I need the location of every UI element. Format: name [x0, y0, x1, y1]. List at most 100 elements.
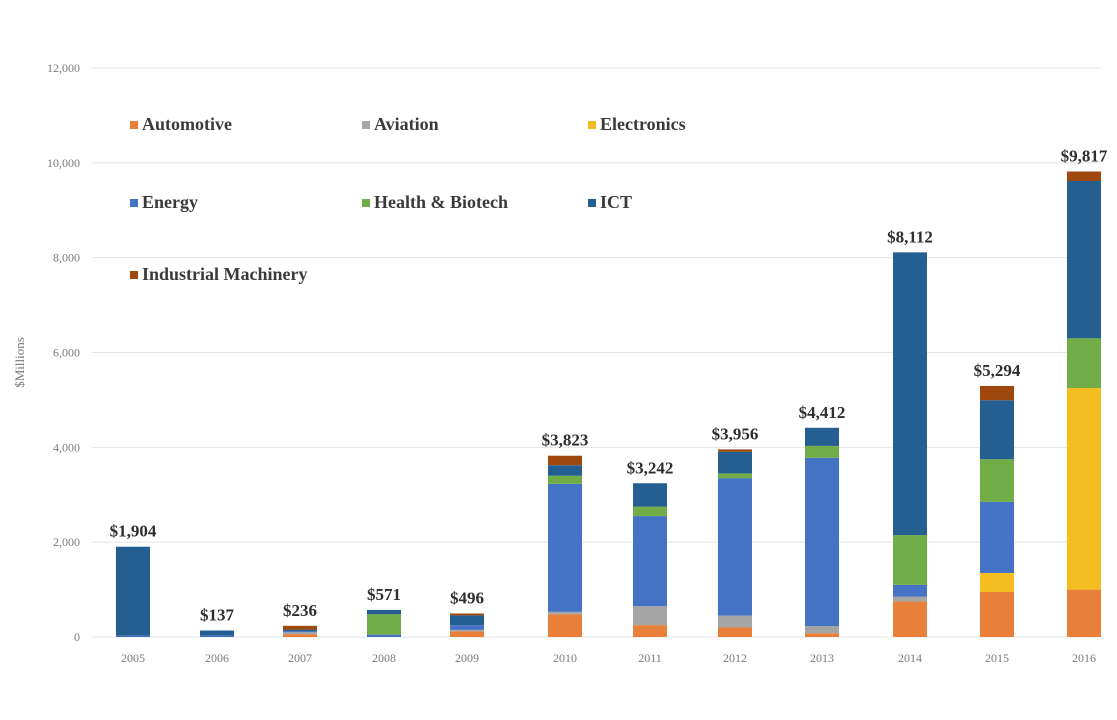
bar-total-label: $5,294 — [974, 361, 1021, 380]
bar-total-label: $3,242 — [627, 458, 674, 477]
legend-item: Industrial Machinery — [130, 264, 308, 284]
bar-segment — [718, 478, 752, 616]
x-tick-label: 2012 — [723, 651, 747, 665]
bar-segment — [1067, 180, 1101, 339]
bar-segment — [283, 632, 317, 635]
bar-segment — [893, 584, 927, 597]
bar-segment — [450, 613, 484, 616]
legend-item: Electronics — [588, 114, 686, 134]
bar-segment — [548, 611, 582, 615]
bar-segment — [980, 591, 1014, 637]
bar-segment — [1067, 589, 1101, 637]
bar-segment — [893, 252, 927, 536]
bar-segment — [633, 606, 667, 626]
x-tick-label: 2007 — [288, 651, 312, 665]
legend: Automotive Aviation Electronics Energy Healt… — [130, 114, 686, 284]
legend-swatch — [588, 121, 596, 129]
bar-total-label: $4,412 — [799, 403, 846, 422]
legend-label: Energy — [142, 192, 198, 212]
bar-segment — [548, 455, 582, 466]
legend-label: Health & Biotech — [374, 192, 508, 212]
x-tick-label: 2006 — [205, 651, 229, 665]
x-tick-label: 2010 — [553, 651, 577, 665]
x-tick-label: 2016 — [1072, 651, 1096, 665]
legend-label: Automotive — [142, 114, 232, 134]
bar-segment — [116, 546, 150, 636]
bar-segment — [980, 459, 1014, 502]
bar-segment — [283, 625, 317, 630]
bar-segment — [116, 635, 150, 637]
bar-total-labels: $1,904 $137 $236 $571 $496 $3,823 $3,242 $3,956… — [110, 147, 1108, 625]
x-tick-label: 2014 — [898, 651, 922, 665]
bar-segment — [367, 614, 401, 635]
bar-segment — [805, 626, 839, 634]
x-tick-label: 2011 — [638, 651, 662, 665]
bar-segment — [633, 516, 667, 607]
bar-segment — [450, 615, 484, 626]
bar-segment — [718, 473, 752, 479]
bar-segment — [718, 615, 752, 628]
y-axis-ticks: 0 2,000 4,000 6,000 8,000 10,000 12,000 — [47, 61, 80, 644]
gridlines — [92, 67, 1100, 638]
bar-segment — [548, 465, 582, 476]
legend-label: Electronics — [600, 114, 686, 134]
legend-swatch — [130, 271, 138, 279]
bar-segment — [548, 483, 582, 612]
legend-swatch — [362, 199, 370, 207]
y-tick-label: 12,000 — [47, 61, 80, 75]
bar-segment — [805, 457, 839, 627]
bar-segment — [718, 627, 752, 637]
legend-item: ICT — [588, 192, 632, 212]
legend-item: Energy — [130, 192, 198, 212]
x-tick-label: 2015 — [985, 651, 1009, 665]
bar-segment — [283, 634, 317, 637]
bar-segment — [1067, 388, 1101, 590]
bar-segment — [1067, 338, 1101, 389]
bar-segment — [367, 634, 401, 637]
bar-segment — [283, 631, 317, 633]
bar-segment — [893, 535, 927, 585]
legend-swatch — [362, 121, 370, 129]
bar-total-label: $496 — [450, 588, 484, 607]
bar-segment — [805, 427, 839, 446]
bar-segment — [548, 614, 582, 637]
bars — [116, 171, 1101, 637]
x-tick-label: 2013 — [810, 651, 834, 665]
bar-segment — [200, 635, 234, 637]
y-tick-label: 4,000 — [53, 440, 80, 454]
bar-total-label: $571 — [367, 585, 401, 604]
bar-total-label: $3,956 — [712, 424, 759, 443]
legend-swatch — [130, 121, 138, 129]
x-tick-label: 2009 — [455, 651, 479, 665]
bar-total-label: $9,817 — [1061, 147, 1108, 166]
bar-total-label: $236 — [283, 601, 317, 620]
legend-item: Automotive — [130, 114, 232, 134]
y-tick-label: 8,000 — [53, 251, 80, 265]
bar-segment — [980, 400, 1014, 460]
y-tick-label: 0 — [74, 630, 80, 644]
bar-segment — [1067, 171, 1101, 181]
bar-total-label: $137 — [200, 606, 235, 625]
bar-total-label: $8,112 — [887, 227, 933, 246]
legend-label: Aviation — [374, 114, 439, 134]
bar-segment — [718, 449, 752, 452]
legend-item: Health & Biotech — [362, 192, 508, 212]
bar-segment — [633, 625, 667, 637]
bar-segment — [980, 501, 1014, 573]
y-tick-label: 2,000 — [53, 535, 80, 549]
bar-segment — [283, 629, 317, 632]
bar-segment — [450, 631, 484, 637]
y-tick-label: 10,000 — [47, 156, 80, 170]
bar-segment — [633, 506, 667, 517]
y-tick-label: 6,000 — [53, 346, 80, 360]
legend-label: Industrial Machinery — [142, 264, 308, 284]
bar-segment — [548, 475, 582, 484]
bar-segment — [893, 601, 927, 637]
bar-segment — [633, 483, 667, 507]
legend-label: ICT — [600, 192, 632, 212]
legend-swatch — [130, 199, 138, 207]
bar-segment — [367, 609, 401, 615]
bar-segment — [450, 625, 484, 630]
legend-item: Aviation — [362, 114, 439, 134]
